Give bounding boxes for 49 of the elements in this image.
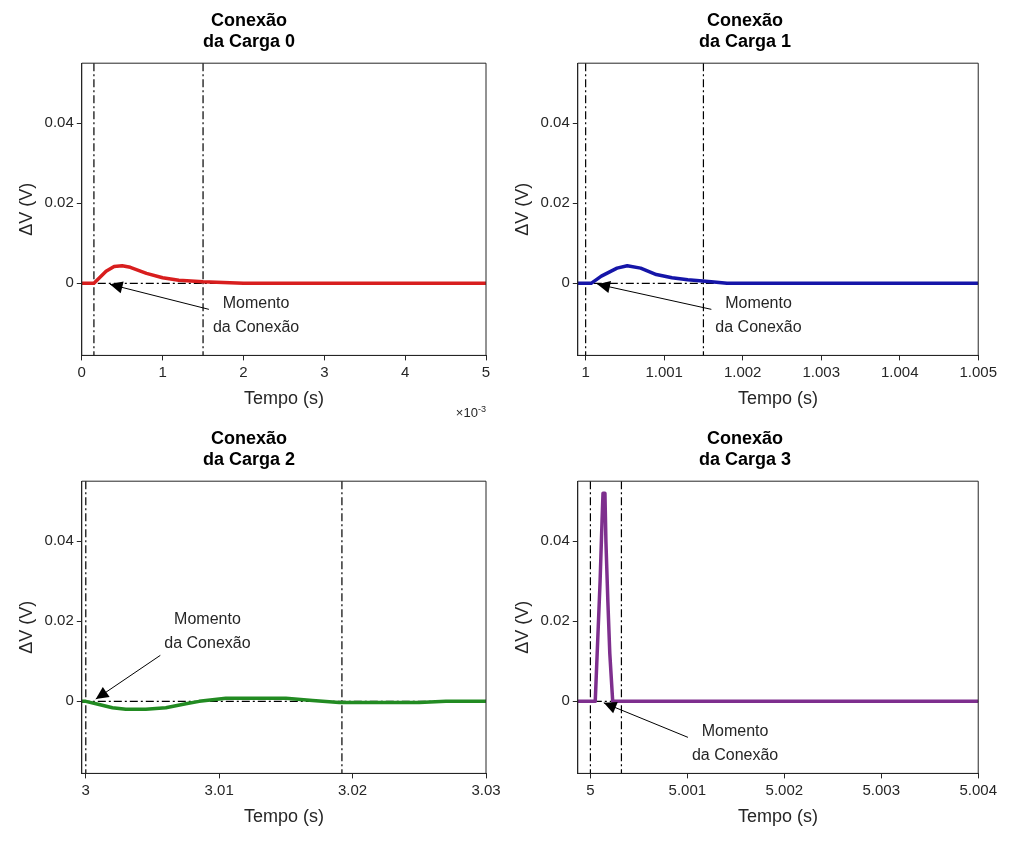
y-axis-title: ΔV (V): [15, 600, 36, 654]
x-tick-label: 3: [320, 362, 329, 380]
x-tick-label: 2: [239, 362, 248, 380]
x-tick-label: 3.01: [204, 780, 234, 798]
x-axis-title: Tempo (s): [738, 388, 819, 409]
x-tick-label: 5.004: [959, 780, 998, 798]
x-tick-label: 4: [400, 362, 410, 380]
annotation: Momento da Conexão: [691, 721, 779, 763]
annotation: Momento da Conexão: [164, 609, 251, 651]
x-tick-label: 0: [77, 362, 86, 380]
x-tick-label: 1.001: [645, 362, 683, 380]
x-tick-label: 5: [586, 780, 595, 798]
annotation: Momento da Conexão: [715, 293, 802, 335]
x-axis-title: Tempo (s): [738, 806, 819, 827]
x-tick-label: 3.02: [338, 780, 368, 798]
annotation: Momento da Conexão: [212, 293, 300, 335]
x-axis-title: Tempo (s): [243, 388, 324, 409]
x-axis-title: Tempo (s): [243, 806, 324, 827]
y-axis-title: ΔV (V): [511, 600, 532, 654]
x-tick-label: 1.005: [959, 362, 998, 380]
chart-title: Conexão da Carga 1: [698, 9, 792, 52]
y-tick-label: 0.02: [540, 611, 570, 629]
y-tick-label: 0: [65, 273, 74, 291]
x-tick-label: 5.001: [668, 780, 707, 798]
y-tick-label: 0: [65, 691, 74, 709]
x-tick-label: 5.003: [862, 780, 901, 798]
x-tick-label: 1.002: [723, 362, 762, 380]
y-axis-title: ΔV (V): [511, 182, 532, 236]
chart-title: Conexão da Carga 3: [698, 427, 792, 470]
x-tick-label: 5.002: [765, 780, 804, 798]
y-tick-label: 0: [561, 273, 570, 291]
y-tick-label: 0.02: [44, 193, 74, 211]
x-tick-label: 1.003: [802, 362, 840, 380]
y-tick-label: 0: [561, 691, 570, 709]
x-tick-label: 1.004: [880, 362, 919, 380]
chart-title: Conexão da Carga 0: [202, 9, 296, 52]
x-tick-label: 3.03: [471, 780, 501, 798]
x-tick-label: 3: [81, 780, 90, 798]
chart-title: Conexão da Carga 2: [202, 427, 296, 470]
y-tick-label: 0.04: [44, 113, 74, 131]
x-tick-label: 5: [481, 362, 491, 380]
y-tick-label: 0.02: [44, 611, 74, 629]
y-tick-label: 0.04: [540, 113, 570, 131]
x-tick-label: 1: [158, 362, 167, 380]
y-tick-label: 0.02: [540, 193, 570, 211]
y-axis-title: ΔV (V): [15, 182, 36, 236]
y-tick-label: 0.04: [44, 531, 74, 549]
x-tick-label: 1: [581, 362, 590, 380]
y-tick-label: 0.04: [540, 531, 570, 549]
